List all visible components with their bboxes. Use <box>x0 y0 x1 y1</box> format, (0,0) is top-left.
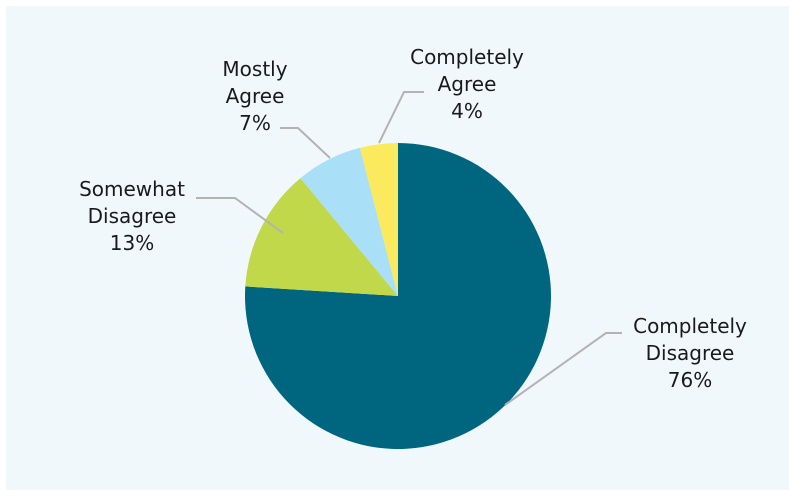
leader-line <box>196 197 284 234</box>
leader-line <box>378 91 424 144</box>
pie-slices <box>244 143 551 449</box>
slice-label: Mostly Agree 7% <box>222 57 287 135</box>
slice-label-line: Disagree <box>88 204 177 228</box>
pie-slice-mostly-agree <box>300 147 398 296</box>
pie-slice-completely-agree <box>359 143 398 296</box>
slice-percent: 13% <box>110 231 154 255</box>
leader-line <box>280 127 331 159</box>
slice-label-line: Agree <box>438 72 497 96</box>
slice-label: Somewhat Disagree 13% <box>79 177 185 255</box>
pie-slice-completely-disagree <box>244 143 551 449</box>
pie-slice-somewhat-disagree <box>245 178 398 296</box>
slice-labels: Completely Disagree 76% Somewhat Disagree 13%… <box>79 45 747 392</box>
leader-line <box>504 332 622 406</box>
slice-label-line: Somewhat <box>79 177 185 201</box>
slice-percent: 76% <box>668 368 712 392</box>
slice-label-line: Disagree <box>646 341 735 365</box>
slice-label: Completely Disagree 76% <box>633 314 747 392</box>
slice-label: Completely Agree 4% <box>410 45 524 123</box>
slice-percent: 7% <box>239 111 271 135</box>
slice-percent: 4% <box>451 99 483 123</box>
leader-lines <box>196 91 622 406</box>
slice-label-line: Completely <box>633 314 747 338</box>
slice-label-line: Agree <box>226 84 285 108</box>
slice-label-line: Mostly <box>222 57 287 81</box>
slice-label-line: Completely <box>410 45 524 69</box>
